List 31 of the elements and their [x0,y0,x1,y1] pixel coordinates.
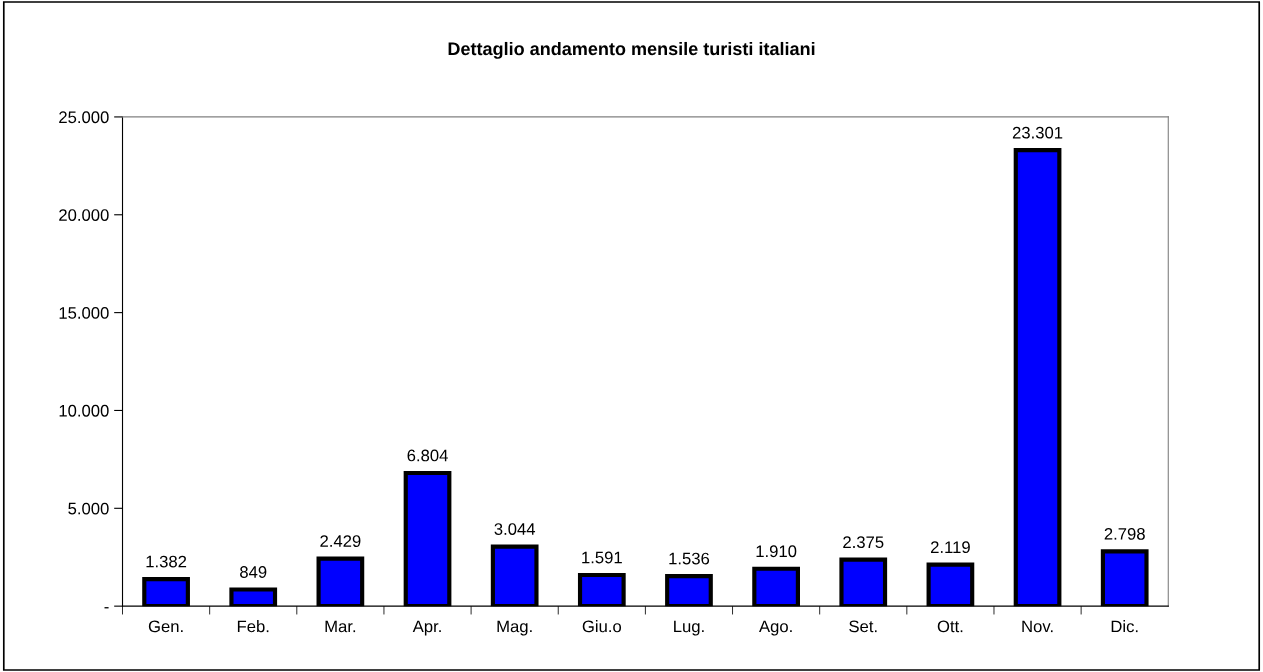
x-tick-label: Nov. [1022,620,1053,633]
data-label: 2.119 [931,541,970,554]
y-tick-label: 10.000 [59,404,109,417]
y-tick-label: 15.000 [59,307,109,319]
x-tick-label: Mag. [497,620,532,636]
data-label: 1.382 [146,555,187,568]
x-tick-label: Giu.o [582,620,622,633]
x-tick-label: Ott. [937,620,963,633]
y-tick-label: 25.000 [59,111,109,124]
data-label: 2.429 [320,535,361,547]
data-label: 1.910 [756,545,797,558]
x-tick-label: Apr. [412,620,441,636]
data-label: 2.798 [1104,527,1145,540]
chart-title: Dettaglio andamento mensile turisti italiani [448,41,815,59]
x-tick-label: Feb. [237,620,269,633]
x-tick-label: Gen. [148,620,183,633]
data-label: 6.804 [407,449,448,462]
x-tick-label: Set. [849,620,877,633]
y-tick-label: 5.000 [68,502,109,515]
x-tick-label: Dic. [1111,620,1138,633]
x-tick-label: Lug. [674,620,704,636]
x-tick-label: Mar. [325,620,356,633]
y-tick-label: 20.000 [59,209,109,221]
data-label: 1.536 [669,552,710,565]
data-label: 3.044 [494,523,536,535]
data-label: 1.591 [582,551,622,564]
data-label: 2.375 [843,536,884,549]
data-label: 849 [240,566,267,578]
y-tick-label: - [104,607,109,609]
x-tick-label: Ago. [759,620,792,636]
data-label: 23.301 [1012,126,1063,139]
